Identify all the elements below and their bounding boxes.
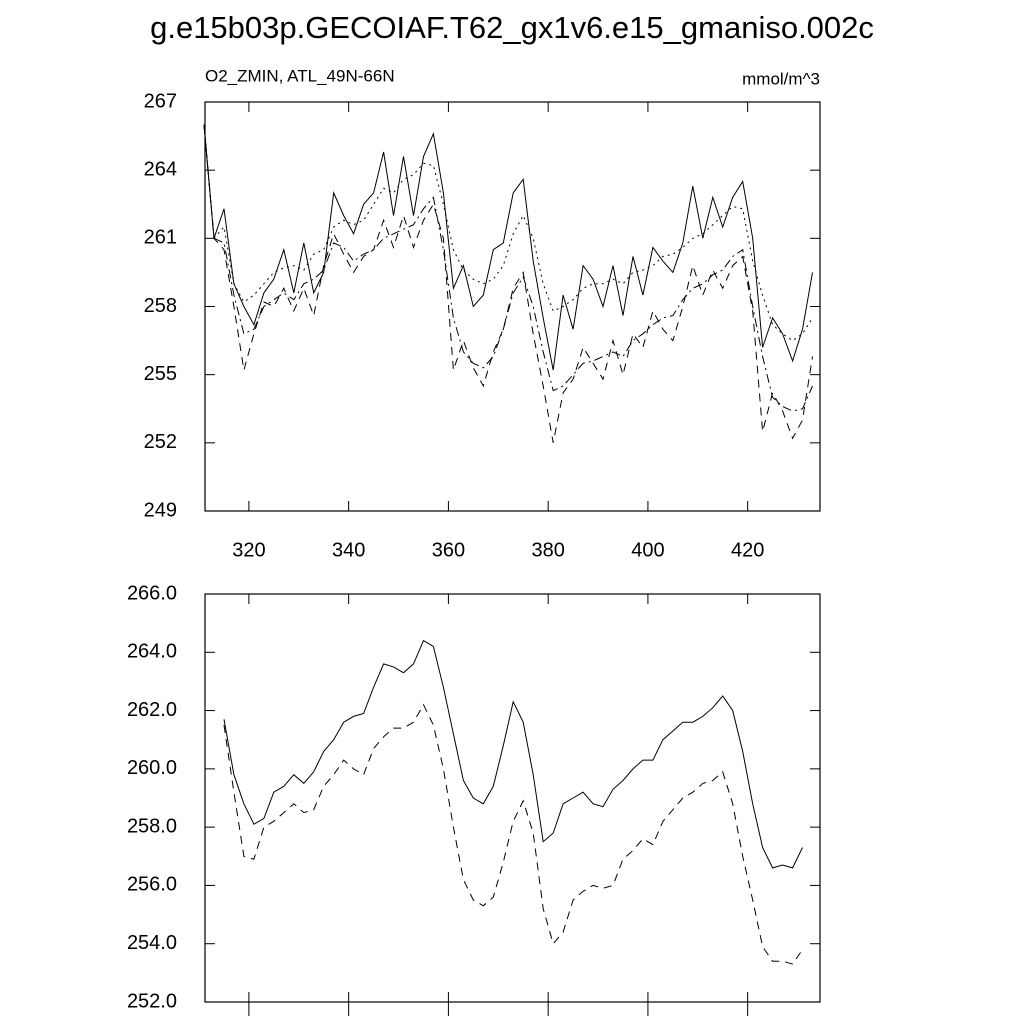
x-tick-label: 340 <box>332 539 365 561</box>
y-tick-label: 258.0 <box>127 815 177 837</box>
y-tick-label: 264.0 <box>127 641 177 663</box>
y-tick-label: 260.0 <box>127 757 177 779</box>
y-tick-label: 258 <box>144 295 177 317</box>
y-tick-label: 262.0 <box>127 699 177 721</box>
units-label: mmol/m^3 <box>742 69 820 88</box>
plot-frame <box>204 101 821 512</box>
y-tick-label: 254.0 <box>127 932 177 954</box>
y-tick-label: 266.0 <box>127 582 177 604</box>
plot-frame <box>204 593 821 1003</box>
data-line <box>203 124 813 412</box>
y-tick-label: 256.0 <box>127 874 177 896</box>
page-title: g.e15b03p.GECOIAF.T62_gx1v6.e15_gmaniso.… <box>150 10 874 45</box>
y-tick-label: 252.0 <box>127 990 177 1012</box>
x-tick-label: 320 <box>232 539 265 561</box>
x-tick-label: 360 <box>432 539 465 561</box>
subtitle: O2_ZMIN, ATL_49N-66N <box>205 66 395 85</box>
x-tick-label: 400 <box>631 539 664 561</box>
x-tick-label: 420 <box>731 539 764 561</box>
data-line <box>203 124 813 443</box>
data-line <box>223 703 803 965</box>
y-tick-label: 264 <box>144 158 177 180</box>
data-line <box>223 639 803 869</box>
y-tick-label: 261 <box>144 227 177 249</box>
y-tick-label: 267 <box>144 90 177 112</box>
x-tick-label: 380 <box>531 539 564 561</box>
data-line <box>203 124 813 371</box>
y-tick-label: 252 <box>144 431 177 453</box>
y-tick-label: 255 <box>144 363 177 385</box>
y-tick-label: 249 <box>144 499 177 521</box>
